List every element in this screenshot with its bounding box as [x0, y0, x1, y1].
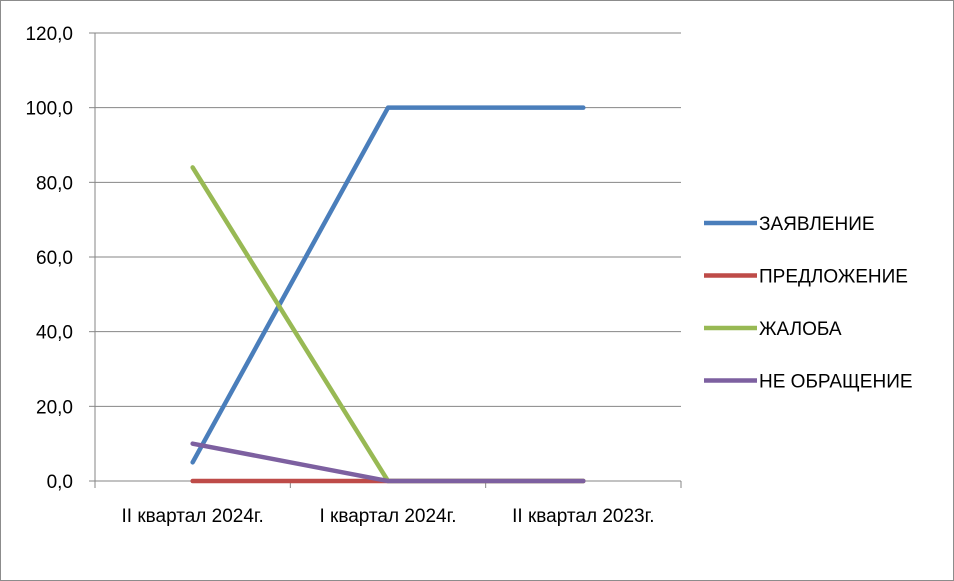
y-tick-label: 80,0	[36, 173, 73, 194]
series-lines	[190, 105, 586, 484]
y-tick-label: 60,0	[36, 248, 73, 269]
series-line-1	[190, 105, 586, 465]
legend: ЗАЯВЛЕНИЕ ПРЕДЛОЖЕНИЕ ЖАЛОБА НЕ ОБРАЩЕНИЕ	[704, 214, 913, 393]
y-tick-label: 100,0	[25, 99, 73, 120]
y-tick-label: 0,0	[47, 472, 73, 493]
y-tick-label: 120,0	[25, 24, 73, 45]
axes	[89, 32, 682, 488]
series-line-4	[190, 441, 586, 484]
legend-label: ЖАЛОБА	[759, 319, 842, 340]
x-axis-tick-labels: II квартал 2024г. I квартал 2024г. II квар…	[122, 506, 655, 527]
x-tick-label: II квартал 2024г.	[122, 506, 264, 527]
gridlines	[95, 32, 681, 407]
x-tick-label: I квартал 2024г.	[319, 506, 456, 527]
legend-label: НЕ ОБРАЩЕНИЕ	[759, 372, 913, 393]
y-tick-label: 40,0	[36, 323, 73, 344]
x-tick-label: II квартал 2023г.	[512, 506, 654, 527]
legend-label: ПРЕДЛОЖЕНИЕ	[759, 267, 908, 288]
series-line-3	[190, 165, 586, 484]
y-tick-label: 20,0	[36, 397, 73, 418]
y-axis-tick-labels: 0,0 20,0 40,0 60,0 80,0 100,0 120,0	[25, 24, 73, 493]
legend-label: ЗАЯВЛЕНИЕ	[759, 214, 875, 235]
